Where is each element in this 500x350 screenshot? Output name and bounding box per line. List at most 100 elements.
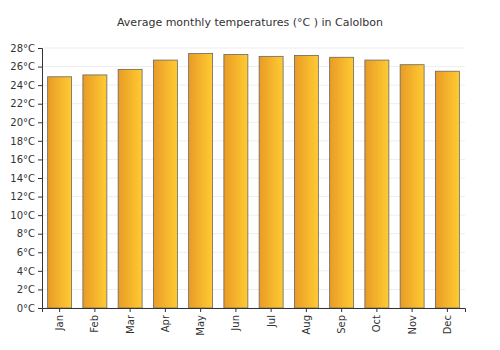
- x-tick-mark: [306, 308, 307, 312]
- y-tick-mark: [38, 178, 42, 179]
- x-tick: Nov: [407, 308, 418, 335]
- y-tick: 8°C: [17, 228, 42, 239]
- bar: [365, 60, 389, 308]
- bar: [189, 54, 213, 308]
- y-tick: 24°C: [10, 80, 42, 91]
- chart: Average monthly temperatures (°C ) in Ca…: [0, 0, 500, 350]
- y-tick: 10°C: [10, 210, 42, 221]
- y-tick-label: 0°C: [17, 303, 35, 314]
- x-tick-label: May: [195, 315, 206, 336]
- x-tick: Sep: [336, 308, 347, 334]
- y-tick-label: 24°C: [10, 80, 35, 91]
- y-tick-mark: [38, 234, 42, 235]
- x-tick-mark: [59, 308, 60, 312]
- y-tick-mark: [38, 67, 42, 68]
- x-tick: Feb: [89, 308, 100, 333]
- y-tick-mark: [38, 271, 42, 272]
- x-tick-label: Jun: [230, 315, 241, 332]
- y-tick-mark: [38, 48, 42, 49]
- y-tick-mark: [38, 104, 42, 105]
- y-tick: 6°C: [17, 247, 42, 258]
- y-tick: 18°C: [10, 136, 42, 147]
- x-tick-mark: [341, 308, 342, 312]
- x-tick: Jul: [266, 308, 277, 328]
- x-tick-mark: [235, 308, 236, 312]
- bar: [224, 55, 248, 309]
- bar: [259, 56, 283, 308]
- y-tick-label: 28°C: [10, 43, 35, 54]
- x-tick-label: Feb: [89, 315, 100, 333]
- x-tick: Aug: [301, 308, 312, 335]
- x-tick: Jun: [230, 308, 241, 332]
- y-tick-mark: [38, 197, 42, 198]
- x-tick-label: Nov: [407, 315, 418, 335]
- bar: [118, 69, 142, 308]
- x-tick-label: Dec: [442, 315, 453, 334]
- bar: [330, 57, 354, 308]
- y-tick-label: 10°C: [10, 210, 35, 221]
- x-tick: May: [195, 308, 206, 336]
- x-tick-label: Jan: [54, 315, 65, 331]
- y-tick: 22°C: [10, 98, 42, 109]
- y-tick-label: 26°C: [10, 61, 35, 72]
- y-tick-mark: [38, 85, 42, 86]
- y-tick-label: 8°C: [17, 228, 35, 239]
- y-tick-mark: [38, 252, 42, 253]
- y-tick-mark: [38, 122, 42, 123]
- x-tick-mark: [412, 308, 413, 312]
- bar: [400, 65, 424, 308]
- x-axis-line: [43, 309, 466, 313]
- grid: [42, 48, 465, 308]
- y-tick: 16°C: [10, 154, 42, 165]
- y-tick-mark: [38, 141, 42, 142]
- y-tick-mark: [38, 159, 42, 160]
- plot: 0°C 2°C 4°C 6°C 8°C 10°C 12°C 14°C 16°C 18°C 20°C 2…: [10, 43, 465, 336]
- y-axis-line: [38, 49, 43, 309]
- y-tick-label: 2°C: [17, 284, 35, 295]
- y-tick-mark: [38, 308, 42, 309]
- y-tick: 14°C: [10, 173, 42, 184]
- y-tick-mark: [38, 215, 42, 216]
- y-tick-label: 16°C: [10, 154, 35, 165]
- y-tick: 2°C: [17, 284, 42, 295]
- y-tick: 28°C: [10, 43, 42, 54]
- bar: [48, 77, 72, 308]
- x-tick-mark: [271, 308, 272, 312]
- bar: [294, 55, 318, 308]
- x-tick-label: Aug: [301, 315, 312, 335]
- x-tick-mark: [376, 308, 377, 312]
- x-tick-label: Sep: [336, 315, 347, 334]
- x-tick-label: Mar: [125, 314, 136, 334]
- y-tick: 20°C: [10, 117, 42, 128]
- y-tick-label: 4°C: [17, 266, 35, 277]
- x-tick: Apr: [160, 308, 171, 332]
- bars: [48, 54, 460, 308]
- bar: [153, 60, 177, 308]
- grid-line: [42, 48, 465, 49]
- x-tick-mark: [94, 308, 95, 312]
- y-tick-label: 22°C: [10, 98, 35, 109]
- x-tick-mark: [200, 308, 201, 312]
- x-tick-label: Jul: [266, 315, 277, 328]
- x-tick: Jan: [54, 308, 65, 331]
- x-tick-label: Oct: [371, 315, 382, 332]
- title: Average monthly temperatures (°C ) in Ca…: [117, 16, 383, 29]
- y-tick-label: 6°C: [17, 247, 35, 258]
- y-tick: 4°C: [17, 266, 42, 277]
- y-tick-label: 12°C: [10, 191, 35, 202]
- y-tick: 12°C: [10, 191, 42, 202]
- y-tick: 0°C: [17, 303, 42, 314]
- x-tick: Dec: [442, 308, 453, 334]
- x-axis: Jan Feb Mar Apr May Jun Jul Aug Sep Oct Nov Dec: [43, 308, 466, 336]
- y-tick-mark: [38, 289, 42, 290]
- y-tick-label: 14°C: [10, 173, 35, 184]
- y-tick-label: 18°C: [10, 136, 35, 147]
- x-tick-mark: [447, 308, 448, 312]
- x-tick: Oct: [371, 308, 382, 332]
- x-tick-mark: [130, 308, 131, 312]
- bar: [435, 71, 459, 308]
- x-tick-label: Apr: [160, 314, 171, 332]
- y-tick: 26°C: [10, 61, 42, 72]
- y-axis: 0°C 2°C 4°C 6°C 8°C 10°C 12°C 14°C 16°C 18°C 20°C 2…: [10, 43, 42, 314]
- y-tick-label: 20°C: [10, 117, 35, 128]
